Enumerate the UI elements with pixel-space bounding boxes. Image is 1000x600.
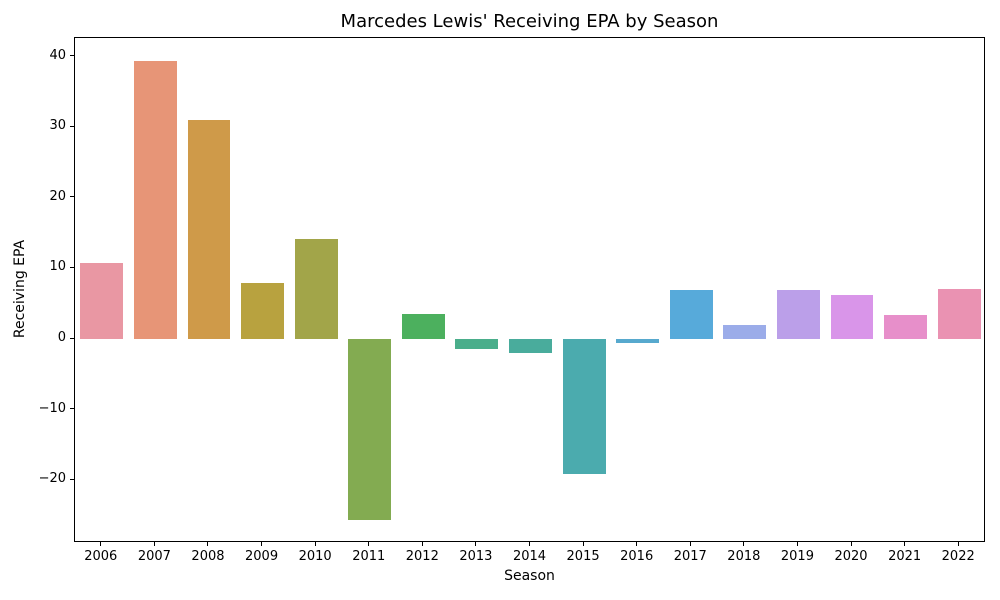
x-tick-mark: [421, 542, 423, 546]
bar-2015: [562, 339, 606, 474]
y-tick-label: 20: [49, 188, 66, 204]
x-tick-mark: [153, 542, 155, 546]
y-tick-label: 30: [49, 118, 66, 134]
x-tick-label: 2020: [834, 549, 868, 564]
bar-2014: [509, 339, 552, 354]
x-tick-label: 2014: [512, 549, 547, 564]
x-tick-mark: [689, 542, 691, 546]
x-tick-label: 2011: [352, 549, 386, 564]
bar-2016: [616, 339, 660, 343]
y-tick-mark: [70, 196, 74, 198]
x-tick-label: 2021: [888, 549, 922, 564]
bar-2006: [80, 262, 124, 340]
bar-2007: [133, 60, 177, 340]
x-tick-label: 2006: [84, 549, 118, 564]
y-tick-label: 40: [49, 47, 66, 63]
x-tick-label: 2009: [245, 549, 279, 564]
y-tick-label: 10: [49, 259, 66, 275]
x-tick-mark: [743, 542, 745, 546]
x-tick-label: 2017: [673, 549, 707, 564]
y-tick-mark: [70, 478, 74, 480]
x-tick-label: 2019: [780, 549, 814, 564]
x-tick-mark: [582, 542, 584, 546]
x-tick-label: 2013: [459, 549, 493, 564]
x-axis-label: Season: [504, 568, 555, 584]
y-tick-mark: [70, 125, 74, 127]
x-tick-label: 2018: [727, 549, 761, 564]
plot-area: [74, 37, 985, 542]
x-tick-mark: [529, 542, 530, 546]
bar-2012: [401, 314, 445, 339]
bar-2008: [187, 120, 231, 340]
bar-2020: [830, 295, 874, 339]
bar-2019: [777, 290, 820, 339]
bar-2017: [669, 289, 713, 339]
bar-2021: [884, 315, 928, 339]
y-tick-mark: [70, 337, 74, 339]
y-tick-label: −20: [38, 471, 66, 487]
bar-2022: [937, 288, 981, 340]
y-tick-label: 0: [57, 330, 66, 346]
x-tick-label: 2012: [405, 549, 439, 564]
x-tick-mark: [100, 542, 102, 546]
x-tick-mark: [261, 542, 263, 546]
bar-2018: [723, 324, 767, 340]
x-tick-mark: [368, 542, 370, 546]
y-tick-mark: [70, 266, 74, 268]
x-tick-mark: [636, 542, 638, 546]
y-axis-label: Receiving EPA: [12, 239, 28, 339]
x-tick-mark: [207, 542, 209, 546]
x-tick-mark: [904, 542, 906, 546]
x-tick-mark: [314, 542, 316, 546]
bar-2009: [241, 282, 284, 339]
x-tick-label: 2010: [298, 549, 332, 564]
x-tick-label: 2015: [566, 549, 600, 564]
x-tick-label: 2008: [191, 549, 225, 564]
x-tick-label: 2016: [620, 549, 654, 564]
x-tick-mark: [475, 542, 477, 546]
y-tick-label: −10: [38, 400, 66, 416]
x-tick-mark: [957, 542, 959, 546]
x-tick-label: 2022: [941, 549, 975, 564]
y-tick-mark: [70, 408, 74, 410]
x-tick-mark: [850, 542, 852, 546]
bar-2010: [294, 238, 338, 340]
x-tick-mark: [796, 542, 798, 546]
bar-2011: [348, 339, 392, 521]
y-tick-mark: [70, 55, 74, 57]
x-tick-label: 2007: [137, 549, 171, 564]
chart-title: Marcedes Lewis' Receiving EPA by Season: [340, 11, 719, 32]
bar-2013: [455, 339, 499, 349]
